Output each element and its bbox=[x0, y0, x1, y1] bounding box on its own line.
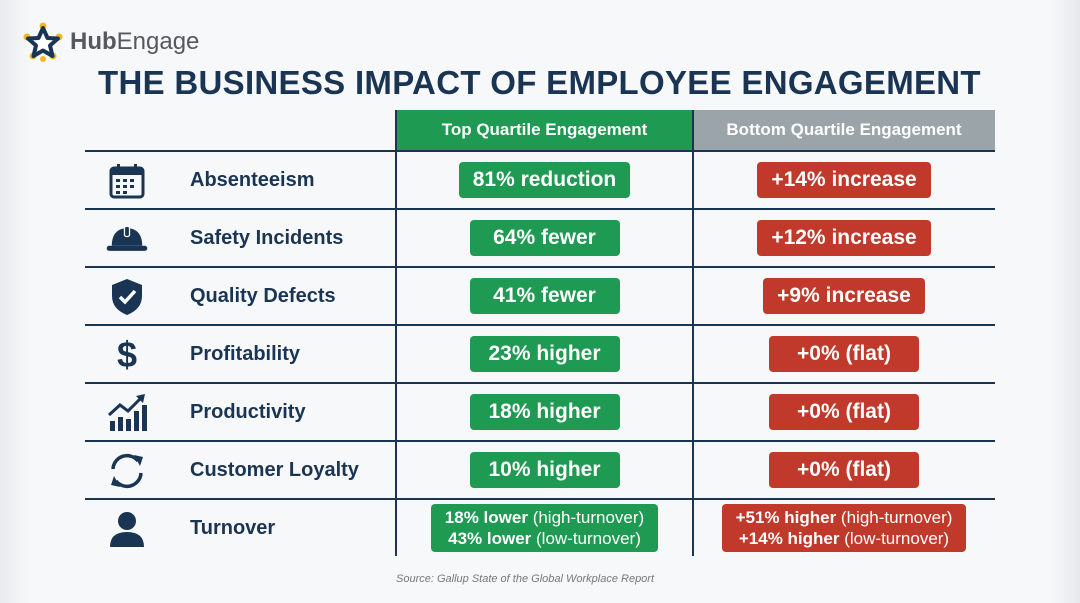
dollar-icon: $ bbox=[116, 334, 138, 375]
header-top-quartile: Top Quartile Engagement bbox=[396, 110, 693, 150]
top-value: 18% lower (high-turnover) 43% lower (low… bbox=[430, 504, 659, 552]
top-value: 18% higher bbox=[469, 394, 620, 430]
star-logo-icon bbox=[23, 22, 63, 62]
logo: HubEngage bbox=[22, 22, 199, 62]
row-label: Quality Defects bbox=[190, 284, 336, 307]
refresh-icon bbox=[105, 452, 149, 490]
bottom-value: +51% higher (high-turnover) +14% higher … bbox=[721, 504, 967, 552]
row-label: Absenteeism bbox=[190, 168, 315, 191]
top-value: 81% reduction bbox=[458, 162, 631, 198]
row-label: Customer Loyalty bbox=[190, 458, 359, 481]
calendar-icon bbox=[105, 162, 149, 200]
top-value: 10% higher bbox=[469, 452, 620, 488]
page-title: THE BUSINESS IMPACT OF EMPLOYEE ENGAGEME… bbox=[98, 64, 981, 101]
table-row: Safety Incidents 64% fewer +12% increase bbox=[85, 208, 995, 266]
table-row: Productivity 18% higher +0% (flat) bbox=[85, 382, 995, 440]
source-note: Source: Gallup State of the Global Workp… bbox=[396, 573, 655, 585]
top-value: 41% fewer bbox=[469, 278, 620, 314]
table-row: $ Profitability 23% higher +0% (flat) bbox=[85, 324, 995, 382]
table-row: Customer Loyalty 10% higher +0% (flat) bbox=[85, 440, 995, 498]
bottom-value: +0% (flat) bbox=[769, 336, 919, 372]
row-label: Turnover bbox=[190, 516, 276, 539]
row-label: Safety Incidents bbox=[190, 226, 344, 249]
growth-chart-icon bbox=[105, 394, 149, 432]
table-row: Quality Defects 41% fewer +9% increase bbox=[85, 266, 995, 324]
column-divider bbox=[692, 110, 694, 556]
row-label: Profitability bbox=[190, 342, 301, 365]
top-value: 64% fewer bbox=[469, 220, 620, 256]
shield-check-icon bbox=[105, 278, 149, 316]
table-row: Absenteeism 81% reduction +14% increase bbox=[85, 150, 995, 208]
row-label: Productivity bbox=[190, 400, 306, 423]
bottom-value: +14% increase bbox=[757, 162, 931, 198]
column-divider bbox=[395, 110, 397, 556]
header-bottom-quartile: Bottom Quartile Engagement bbox=[693, 110, 995, 150]
bottom-value: +12% increase bbox=[757, 220, 931, 256]
hard-hat-icon bbox=[105, 220, 149, 258]
person-icon bbox=[105, 510, 149, 548]
logo-text: HubEngage bbox=[70, 28, 200, 55]
bottom-value: +9% increase bbox=[763, 278, 925, 314]
bottom-value: +0% (flat) bbox=[769, 394, 919, 430]
table-row: Turnover 18% lower (high-turnover) 43% l… bbox=[85, 498, 995, 556]
top-value: 23% higher bbox=[469, 336, 620, 372]
bottom-value: +0% (flat) bbox=[769, 452, 919, 488]
